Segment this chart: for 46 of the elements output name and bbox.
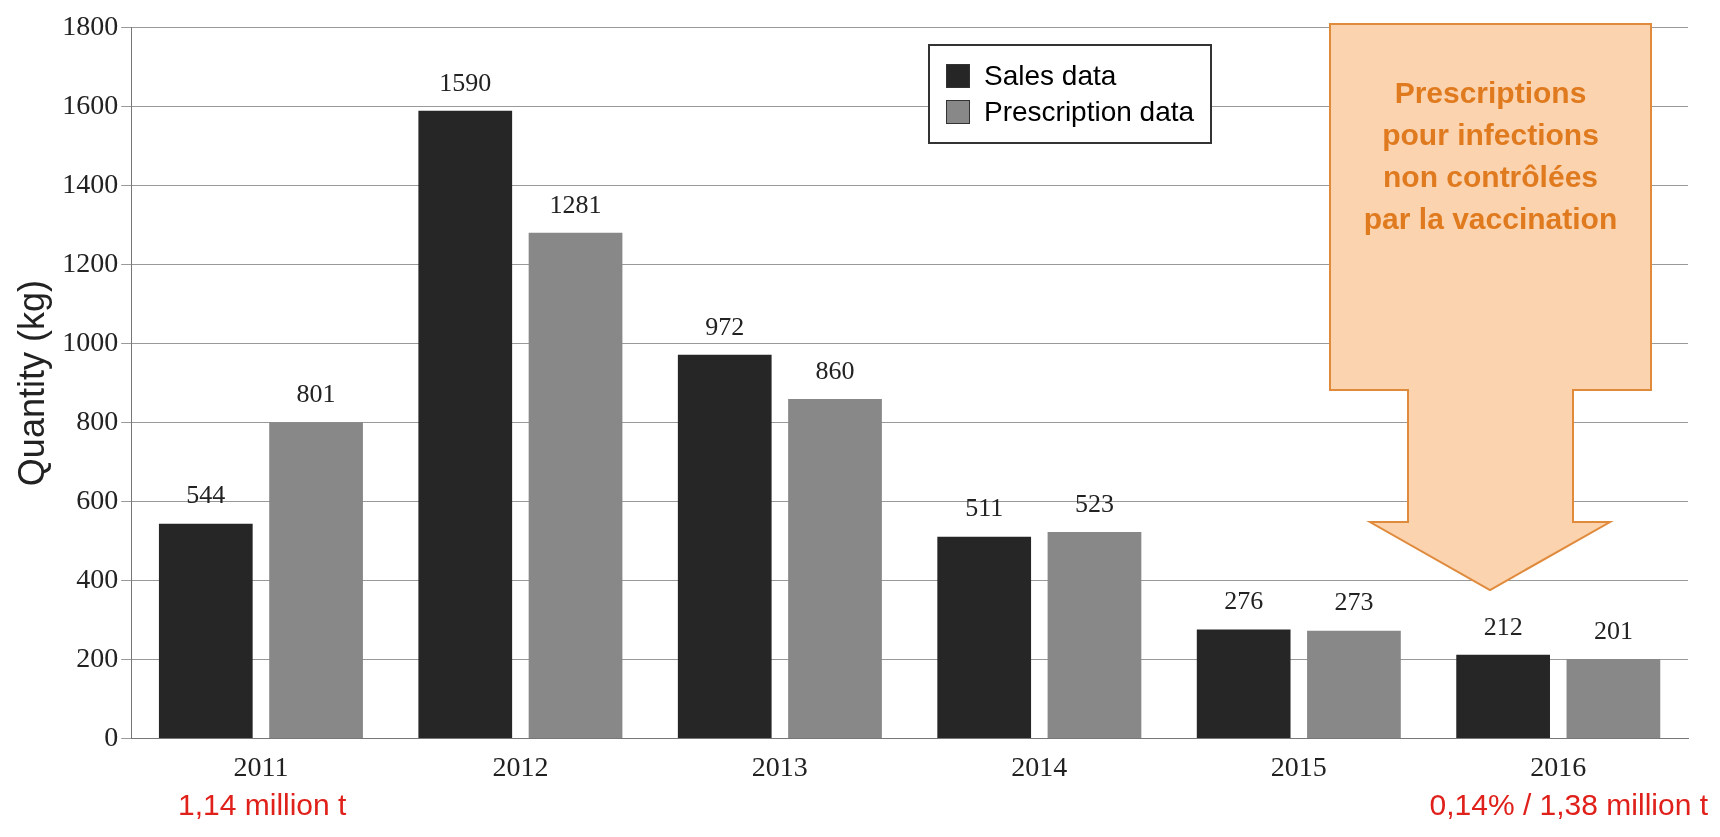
y-tick-label: 0 — [104, 720, 119, 752]
text: 1,14 million t — [178, 788, 347, 822]
legend-label: Sales data — [984, 60, 1117, 92]
y-tick-label: 200 — [76, 641, 119, 673]
data-label: 201 — [1593, 615, 1633, 645]
y-tick-label: 1600 — [62, 89, 119, 121]
arrow-callout: Prescriptions pour infections non contrôlées par la vaccination — [1328, 22, 1653, 592]
x-tick-label: 2015 — [1270, 750, 1327, 782]
y-tick-label: 1400 — [62, 168, 119, 200]
x-tick-label: 2016 — [1530, 750, 1587, 782]
bar — [677, 354, 772, 738]
data-label: 511 — [965, 493, 1004, 523]
legend-label: Prescription data — [984, 96, 1195, 128]
bar — [1196, 629, 1291, 738]
x-tick-label: 2011 — [233, 750, 289, 782]
data-label: 276 — [1224, 586, 1264, 616]
data-label: 972 — [705, 311, 745, 341]
y-tick-label: 1800 — [62, 10, 119, 42]
annotation: Prescriptions pour infections non contrôlées par la vaccination — [1362, 75, 1619, 237]
y-axis-title: Quantity (kg) — [10, 280, 52, 487]
bar — [1456, 654, 1550, 738]
y-tick-label: 1200 — [62, 247, 119, 279]
bar — [1047, 531, 1142, 738]
bar — [1307, 630, 1401, 738]
data-label: 1590 — [439, 67, 492, 97]
x-tick-label: 2013 — [751, 750, 808, 782]
x-tick-label: 2012 — [492, 750, 549, 782]
bar — [1566, 659, 1661, 738]
data-label: 801 — [296, 379, 336, 409]
y-tick-label: 800 — [76, 404, 119, 436]
text: 0,14% / 1,38 million t — [1429, 788, 1708, 822]
bar — [528, 232, 623, 738]
y-tick-label: 1000 — [62, 325, 119, 357]
data-label: 212 — [1483, 611, 1523, 641]
bar — [158, 523, 253, 738]
bar — [937, 536, 1032, 738]
data-label: 523 — [1074, 488, 1114, 518]
bar — [788, 398, 882, 738]
data-label: 544 — [186, 480, 226, 510]
y-tick-label: 600 — [76, 483, 119, 515]
x-tick-label: 2014 — [1011, 750, 1068, 782]
bar — [269, 422, 363, 738]
data-label: 1281 — [549, 189, 602, 219]
bar — [418, 110, 513, 738]
data-label: 860 — [815, 355, 855, 385]
y-tick-label: 400 — [76, 562, 119, 594]
